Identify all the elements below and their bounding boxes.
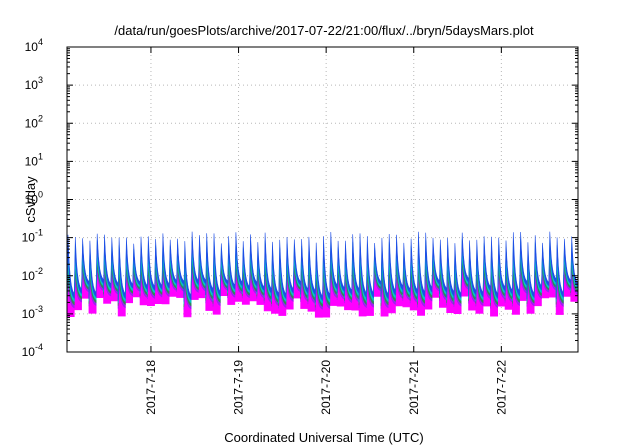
y-tick-label: 10-3 — [22, 304, 43, 321]
x-tick-label: 2017-7-21 — [407, 360, 421, 415]
y-tick-label: 104 — [25, 37, 43, 54]
y-tick-label: 101 — [25, 151, 43, 168]
grid — [67, 47, 578, 352]
y-tick-label: 10-4 — [22, 342, 43, 359]
x-tick-label: 2017-7-22 — [494, 360, 508, 415]
data-band — [66, 231, 579, 318]
x-tick-label: 2017-7-18 — [144, 360, 158, 415]
y-tick-label: 102 — [25, 113, 43, 130]
x-tick-label: 2017-7-19 — [232, 360, 246, 415]
x-axis: 2017-7-18 2017-7-19 2017-7-20 2017-7-21 2017… — [144, 47, 508, 415]
y-axis-label: cSv/day — [23, 176, 38, 223]
y-tick-label: 10-2 — [22, 266, 43, 283]
x-axis-label: Coordinated Universal Time (UTC) — [224, 430, 423, 445]
chart-title: /data/run/goesPlots/archive/2017-07-22/2… — [114, 23, 534, 38]
y-tick-label: 10-1 — [22, 228, 43, 245]
x-tick-label: 2017-7-20 — [319, 360, 333, 415]
y-tick-label: 103 — [25, 75, 43, 92]
